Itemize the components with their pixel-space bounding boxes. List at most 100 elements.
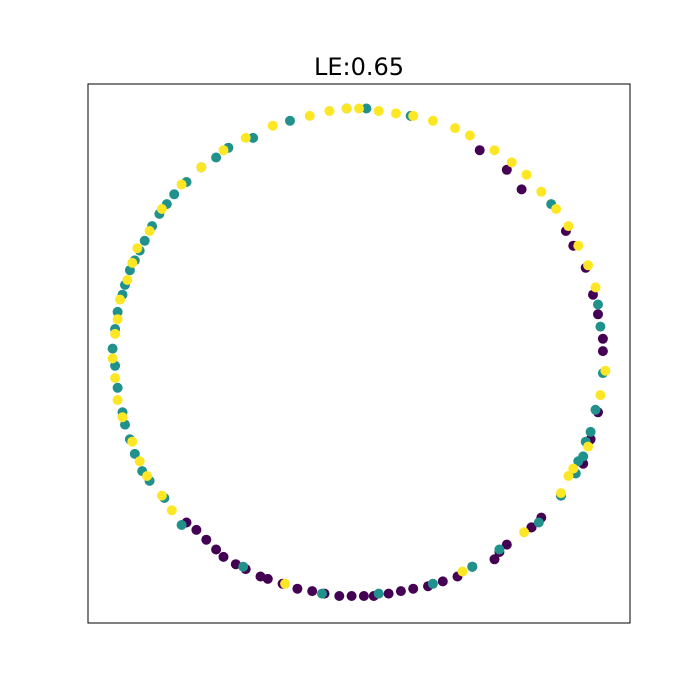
- scatter-point-class_0-38: [211, 544, 222, 555]
- scatter-point-class_0-23: [395, 586, 406, 597]
- scatter-point-class_1-41: [585, 426, 596, 437]
- scatter-point-class_1-33: [373, 588, 384, 599]
- scatter-point-class_1-49: [573, 456, 584, 467]
- scatter-point-class_2-26: [196, 162, 207, 173]
- scatter-point-class_2-32: [122, 275, 133, 285]
- scatter-point-class_1-8: [169, 189, 180, 200]
- scatter-point-class_2-44: [166, 505, 177, 516]
- scatter-point-class_2-7: [464, 130, 475, 141]
- scatter-point-class_2-9: [506, 157, 517, 168]
- scatter-point-class_1-22: [112, 382, 123, 393]
- scatter-point-class_2-3: [391, 108, 401, 119]
- scatter-point-class_2-14: [573, 240, 584, 251]
- scatter-point-class_1-12: [139, 235, 150, 246]
- scatter-point-class_2-41: [134, 456, 145, 467]
- scatter-point-class_0-30: [307, 586, 318, 597]
- scatter-point-class_2-45: [280, 578, 291, 589]
- scatter-point-class_0-40: [191, 524, 202, 535]
- scatter-point-class_2-29: [144, 226, 155, 236]
- scatter-point-class_0-43: [526, 522, 537, 533]
- scatter-point-class_0-37: [218, 551, 229, 562]
- scatter-point-class_0-27: [346, 591, 357, 601]
- scatter-point-class_2-33: [115, 294, 125, 305]
- scatter-point-class_1-36: [494, 544, 505, 555]
- scatter-point-class_2-48: [556, 488, 566, 499]
- scatter-point-class_1-37: [533, 517, 544, 528]
- scatter-point-class_2-40: [127, 436, 138, 447]
- scatter-point-class_0-34: [255, 571, 266, 582]
- scatter-point-class_2-12: [551, 204, 562, 214]
- scatter-point-class_2-31: [127, 257, 138, 268]
- scatter-point-class_2-20: [563, 471, 574, 481]
- scatter-point-class_2-23: [267, 120, 278, 131]
- scatter-point-class_2-19: [583, 441, 594, 452]
- scatter-point-class_2-18: [595, 390, 606, 401]
- chart-title: LE:0.65: [314, 53, 404, 81]
- scatter-point-class_1-2: [285, 115, 295, 126]
- scatter-point-class_1-26: [129, 448, 140, 459]
- scatter-point-class_2-47: [519, 527, 530, 538]
- scatter-point-class_0-2: [516, 184, 527, 195]
- scatter-point-class_0-8: [597, 333, 608, 344]
- scatter-point-class_2-39: [117, 412, 128, 423]
- scatter-point-class_2-0: [341, 103, 352, 114]
- scatter-point-class_1-20: [107, 343, 118, 354]
- scatter-point-class_2-15: [583, 260, 594, 271]
- scatter-point-class_2-11: [536, 186, 547, 197]
- scatter-point-class_2-16: [590, 282, 601, 293]
- scatter-point-class_0-7: [593, 309, 603, 320]
- scatter-point-class_2-6: [450, 123, 461, 134]
- scatter-point-class_2-8: [489, 145, 500, 156]
- scatter-point-class_1-35: [467, 561, 478, 572]
- scatter-point-class_0-16: [501, 539, 512, 550]
- scatter-point-class_2-17: [600, 365, 611, 376]
- scatter-point-class_0-28: [334, 591, 345, 601]
- scatter-point-class_2-22: [304, 110, 315, 121]
- scatter-point-class_2-38: [112, 395, 123, 405]
- scatter-point-class_2-13: [563, 221, 574, 232]
- scatter-point-class_2-25: [218, 145, 229, 156]
- scatter-point-class_0-1: [501, 164, 512, 175]
- scatter-point-class_1-42: [590, 404, 601, 415]
- scatter-point-class_0-24: [383, 588, 394, 599]
- scatter-point-class_1-45: [593, 299, 603, 310]
- scatter-point-class_0-26: [358, 591, 369, 601]
- scatter-point-class_0-31: [292, 583, 303, 594]
- scatter-point-class_2-35: [110, 328, 121, 339]
- scatter-point-class_1-30: [176, 520, 187, 530]
- scatter-point-class_2-27: [176, 179, 187, 190]
- scatter-point-class_1-3: [248, 132, 259, 143]
- scatter-point-class_0-20: [437, 576, 448, 587]
- scatter-point-class_1-32: [317, 588, 327, 599]
- data-points: [107, 103, 611, 601]
- scatter-point-class_2-43: [156, 490, 167, 501]
- scatter-point-class_2-34: [112, 314, 123, 325]
- scatter-point-class_2-4: [408, 110, 419, 121]
- scatter-point-class_1-31: [238, 561, 249, 572]
- scatter-point-class_2-1: [354, 103, 364, 114]
- scatter-point-class_1-44: [595, 321, 606, 332]
- scatter-point-class_1-0: [361, 103, 372, 114]
- scatter-point-class_0-17: [489, 554, 500, 565]
- scatter-point-class_2-24: [240, 132, 251, 143]
- scatter-point-class_2-46: [457, 566, 468, 577]
- scatter-point-class_2-49: [568, 463, 579, 474]
- scatter-point-class_0-9: [597, 346, 608, 357]
- scatter-point-class_0-39: [201, 534, 212, 545]
- scatter-point-class_2-5: [427, 115, 438, 126]
- scatter-point-class_2-2: [373, 106, 384, 116]
- scatter-point-class_1-34: [427, 578, 438, 589]
- scatter-point-class_2-37: [110, 373, 121, 383]
- plot-frame: [87, 83, 631, 624]
- scatter-point-class_0-22: [408, 583, 419, 594]
- scatter-point-class_2-10: [521, 169, 532, 180]
- scatter-point-class_2-21: [324, 106, 335, 116]
- scatter-point-class_2-28: [156, 204, 167, 214]
- scatter-point-class_2-36: [107, 353, 118, 364]
- scatter-point-class_2-30: [132, 243, 143, 254]
- scatter-point-class_0-0: [474, 145, 485, 156]
- scatter-point-class_1-5: [211, 152, 222, 163]
- scatter-point-class_2-42: [142, 471, 153, 481]
- scatter-point-class_1-18: [112, 306, 123, 317]
